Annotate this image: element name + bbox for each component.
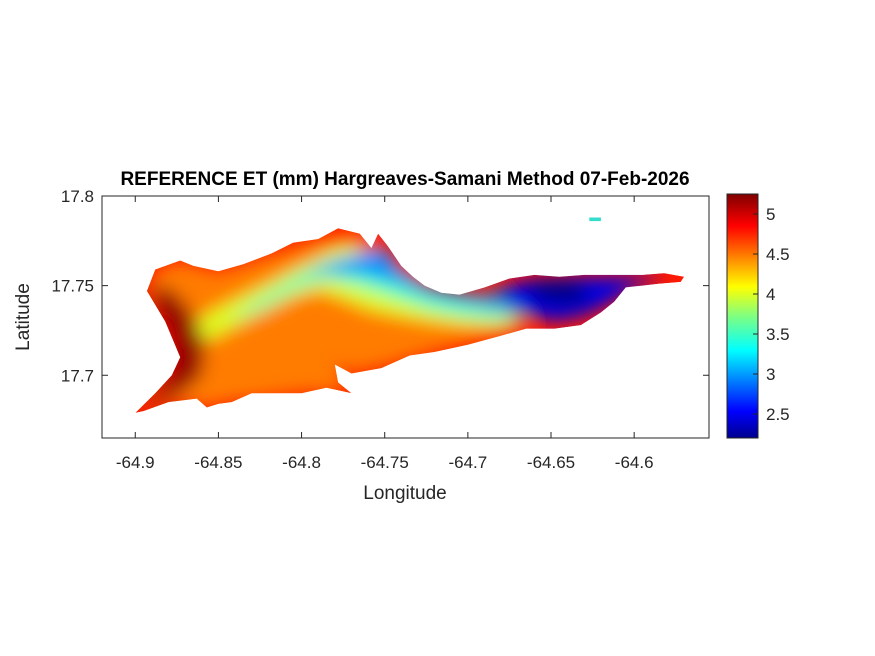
colorbar-ticks: 2.5 3 3.5 4 4.5 5 xyxy=(753,205,790,424)
x-tick-label: -64.6 xyxy=(615,453,654,472)
colorbar-gradient xyxy=(726,193,759,439)
x-tick-label: -64.75 xyxy=(361,453,409,472)
et-band-0 xyxy=(135,233,527,413)
chart-title: REFERENCE ET (mm) Hargreaves-Samani Meth… xyxy=(120,169,689,190)
et-band-1 xyxy=(188,244,532,343)
x-tick-label: -64.8 xyxy=(282,453,321,472)
et-contour-bands xyxy=(135,233,668,413)
et-band-6 xyxy=(138,285,206,410)
colorbar-tick-label: 5 xyxy=(766,205,775,224)
et-map xyxy=(135,217,685,413)
y-tick-label: 17.7 xyxy=(61,366,94,385)
colorbar-tick-label: 2.5 xyxy=(766,405,790,424)
colorbar-tick-label: 3 xyxy=(766,365,775,384)
y-tick-label: 17.75 xyxy=(51,277,94,296)
x-tick-label: -64.9 xyxy=(116,453,155,472)
y-axis-title: Latitude xyxy=(13,283,34,351)
colorbar-tick-label: 3.5 xyxy=(766,325,790,344)
colorbar-tick-label: 4 xyxy=(766,285,775,304)
islet xyxy=(589,217,601,222)
plot-frame xyxy=(101,195,710,439)
et-band-2 xyxy=(226,253,527,322)
et-band-5 xyxy=(526,280,593,306)
colorbar-tick-label: 4.5 xyxy=(766,245,790,264)
y-tick-label: 17.8 xyxy=(61,187,94,206)
x-tick-label: -64.65 xyxy=(527,453,575,472)
x-tick-label: -64.85 xyxy=(194,453,242,472)
x-axis: -64.9 -64.85 -64.8 -64.75 -64.7 -64.65 -64.6 xyxy=(116,196,654,472)
x-axis-title: Longitude xyxy=(363,483,446,504)
x-tick-label: -64.7 xyxy=(448,453,487,472)
y-axis: 17.7 17.75 17.8 xyxy=(51,187,709,385)
colorbar: 2.5 3 3.5 4 4.5 5 xyxy=(726,193,790,439)
